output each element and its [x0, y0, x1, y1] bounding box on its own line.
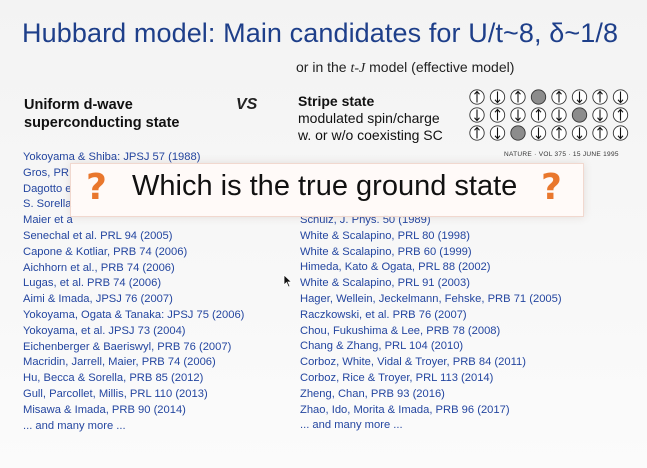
slide-title: Hubbard model: Main candidates for U/t~8…	[22, 18, 619, 48]
spin-up-arrow-icon	[597, 126, 603, 139]
reference-item: Dagotto e	[23, 182, 72, 195]
reference-item: Hu, Becca & Sorella, PRB 85 (2012)	[23, 372, 204, 385]
reference-item: Zheng, Chan, PRB 93 (2016)	[300, 387, 445, 400]
reference-item: Aichhorn et al., PRB 74 (2006)	[23, 261, 175, 274]
spin-down-arrow-icon	[515, 109, 521, 122]
reference-item: ... and many more ...	[300, 419, 403, 432]
spin-up-arrow-icon	[474, 90, 480, 103]
spin-down-arrow-icon	[556, 109, 562, 122]
spin-up-arrow-icon	[556, 126, 562, 139]
hole-site	[530, 89, 547, 105]
reference-item: Senechal et al. PRL 94 (2005)	[23, 229, 173, 242]
spin-down-arrow-icon	[597, 109, 603, 122]
reference-item: Aimi & Imada, JPSJ 76 (2007)	[23, 293, 173, 306]
spin-down-arrow-icon	[494, 127, 501, 140]
spin-up-arrow-icon	[597, 90, 603, 103]
reference-item: Gros, PR	[23, 166, 70, 179]
reference-item: Chang & Zhang, PRL 104 (2010)	[300, 340, 464, 353]
reference-item: Hager, Wellein, Jeckelmann, Fehske, PRB …	[300, 292, 562, 305]
reference-item: White & Scalapino, PRL 80 (1998)	[300, 229, 470, 242]
slide-subtitle: or in the t-J model (effective model)	[296, 59, 514, 77]
reference-item: Yokoyama, et al. JPSJ 73 (2004)	[23, 324, 186, 337]
spin-up-arrow-icon	[474, 126, 480, 139]
reference-item: Himeda, Kato & Ogata, PRL 88 (2002)	[300, 261, 491, 274]
spin-up-arrow-icon	[535, 108, 542, 121]
uniform-dwave-reference-list: Yokoyama & Shiba: JPSJ 57 (1988) Gros, PR…	[23, 150, 244, 434]
right-heading-line: w. or w/o coexisting SC	[298, 127, 443, 143]
nature-citation: NATURE · VOL 375 · 15 JUNE 1995	[504, 151, 619, 158]
left-heading-line: superconducting state	[24, 115, 180, 131]
reference-item: White & Scalapino, PRB 60 (1999)	[300, 245, 472, 258]
hole-site	[510, 125, 526, 141]
reference-item: Misawa & Imada, PRB 90 (2014)	[23, 403, 186, 416]
reference-item: Lugas, et al. PRB 74 (2006)	[23, 277, 162, 290]
spin-down-arrow-icon	[494, 91, 501, 104]
reference-item: Maier et a	[23, 214, 73, 227]
spin-down-arrow-icon	[535, 127, 542, 140]
spin-up-arrow-icon	[494, 108, 501, 121]
subtitle-prefix: or in the	[296, 59, 351, 75]
question-mark-icon: ?	[541, 167, 562, 208]
subtitle-model: t-J	[350, 61, 366, 76]
uniform-dwave-heading: Uniform d-wave superconducting state	[24, 96, 180, 132]
question-banner-text: Which is the true ground state	[132, 170, 518, 202]
reference-item: Raczkowski, et al. PRB 76 (2007)	[300, 308, 467, 321]
reference-item: White & Scalapino, PRL 91 (2003)	[300, 277, 470, 290]
reference-item: Corboz, Rice & Troyer, PRL 113 (2014)	[300, 371, 494, 384]
question-mark-icon: ?	[86, 167, 107, 208]
spin-down-arrow-icon	[617, 127, 624, 140]
reference-item: Eichenberger & Baeriswyl, PRB 76 (2007)	[23, 340, 232, 353]
reference-item: Schulz, J. Phys. 50 (1989)	[300, 214, 431, 226]
stripe-state-heading: Stripe state modulated spin/charge w. or…	[298, 93, 443, 144]
hole-site	[571, 107, 588, 123]
right-heading-line: modulated spin/charge	[298, 110, 440, 126]
reference-item: S. Sorella	[23, 198, 72, 211]
versus-label: VS	[236, 96, 258, 113]
reference-item: Yokoyama, Ogata & Tanaka: JPSJ 75 (2006)	[23, 308, 245, 321]
reference-item: Capone & Kotliar, PRB 74 (2006)	[23, 245, 188, 258]
reference-item: Yokoyama & Shiba: JPSJ 57 (1988)	[23, 151, 201, 163]
spin-down-arrow-icon	[576, 91, 583, 104]
reference-item: ... and many more ...	[23, 419, 126, 432]
left-heading-line: Uniform d-wave	[24, 97, 133, 113]
spin-down-arrow-icon	[617, 91, 624, 104]
reference-item: Gull, Parcollet, Millis, PRL 110 (2013)	[23, 387, 208, 400]
reference-item: Chou, Fukushima & Lee, PRB 78 (2008)	[300, 324, 501, 337]
spin-up-arrow-icon	[556, 90, 562, 103]
mouse-pointer-icon	[283, 274, 293, 288]
spin-up-arrow-icon	[617, 108, 624, 121]
subtitle-suffix: model (effective model)	[365, 59, 515, 75]
spin-up-arrow-icon	[515, 90, 521, 103]
question-banner	[70, 163, 584, 217]
stripe-lattice-figure	[469, 89, 629, 141]
right-heading-line: Stripe state	[298, 93, 375, 109]
spin-down-arrow-icon	[576, 127, 583, 140]
reference-item: Corboz, White, Vidal & Troyer, PRB 84 (2…	[300, 356, 526, 369]
spin-down-arrow-icon	[474, 109, 480, 122]
stripe-reference-list: Schulz, J. Phys. 50 (1989) White & Scalap…	[300, 213, 562, 434]
reference-item: Zhao, Ido, Morita & Imada, PRB 96 (2017)	[300, 403, 510, 416]
reference-item: Macridin, Jarrell, Maier, PRB 74 (2006)	[23, 356, 216, 369]
